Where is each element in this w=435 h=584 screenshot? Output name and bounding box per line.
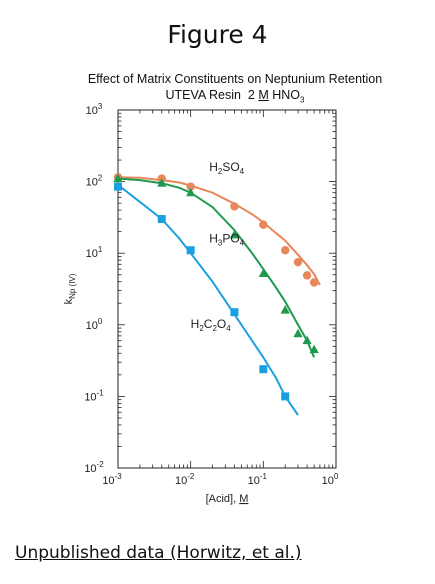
series-H2SO4-point (309, 278, 319, 287)
series-H2SO4-point (186, 182, 195, 191)
plot-frame (117, 109, 337, 469)
series-H3PO4-point (229, 229, 240, 239)
series-H3PO4-point (280, 305, 290, 314)
series-H2SO4-point (293, 257, 303, 267)
series-H2SO4-point (281, 246, 290, 255)
x-tick-label: 10-2 (175, 472, 195, 487)
footer-note: Unpublished data (Horwitz, et al.) (15, 543, 302, 563)
y-tick-label: 100 (86, 317, 103, 332)
y-tick-label: 101 (86, 245, 103, 260)
y-tick-label: 10-1 (84, 388, 104, 403)
x-tick-label: 10-3 (102, 472, 122, 487)
series-H2C2O4-point (230, 308, 239, 317)
series-H3PO4-point (157, 178, 167, 187)
y-tick-label: 102 (86, 174, 103, 189)
series-H2SO4-label: H2SO4 (209, 160, 244, 176)
series-H3PO4-point (293, 328, 303, 338)
series-H2C2O4-point (157, 215, 166, 224)
chart-title: Effect of Matrix Constituents on Neptuni… (87, 72, 383, 86)
x-axis-label: [Acid], M (206, 493, 249, 505)
series-H3PO4-label: H3PO4 (209, 232, 244, 248)
series-H2SO4-point (259, 220, 268, 229)
series-H3PO4-point (302, 335, 312, 345)
x-tick-label: 10-1 (248, 472, 268, 487)
series-H2SO4-point (302, 271, 312, 280)
series-H2C2O4-point (259, 365, 268, 374)
y-tick-label: 10-2 (84, 460, 104, 475)
series-H2SO4-point (230, 202, 239, 211)
series-H2C2O4-point (186, 246, 195, 255)
y-tick-label: 103 (86, 102, 103, 117)
series-H3PO4-point (186, 187, 196, 197)
chart-subtitle: UTEVA Resin 2 M HNO3 (165, 88, 305, 105)
series-H2C2O4-label: H2C2O4 (191, 317, 232, 333)
series-H3PO4-point (258, 268, 268, 278)
series-H2C2O4-point (114, 182, 122, 191)
series-H3PO4-point (113, 173, 123, 183)
series-H2C2O4-point (281, 392, 290, 401)
x-tick-label: 100 (322, 472, 339, 487)
figure-title: Figure 4 (167, 20, 268, 49)
series-H3PO4-point (309, 344, 319, 354)
series-H2C2O4-line (117, 184, 299, 416)
series-H2SO4-line (117, 176, 321, 286)
y-axis-label: kNp (IV) (63, 273, 77, 304)
